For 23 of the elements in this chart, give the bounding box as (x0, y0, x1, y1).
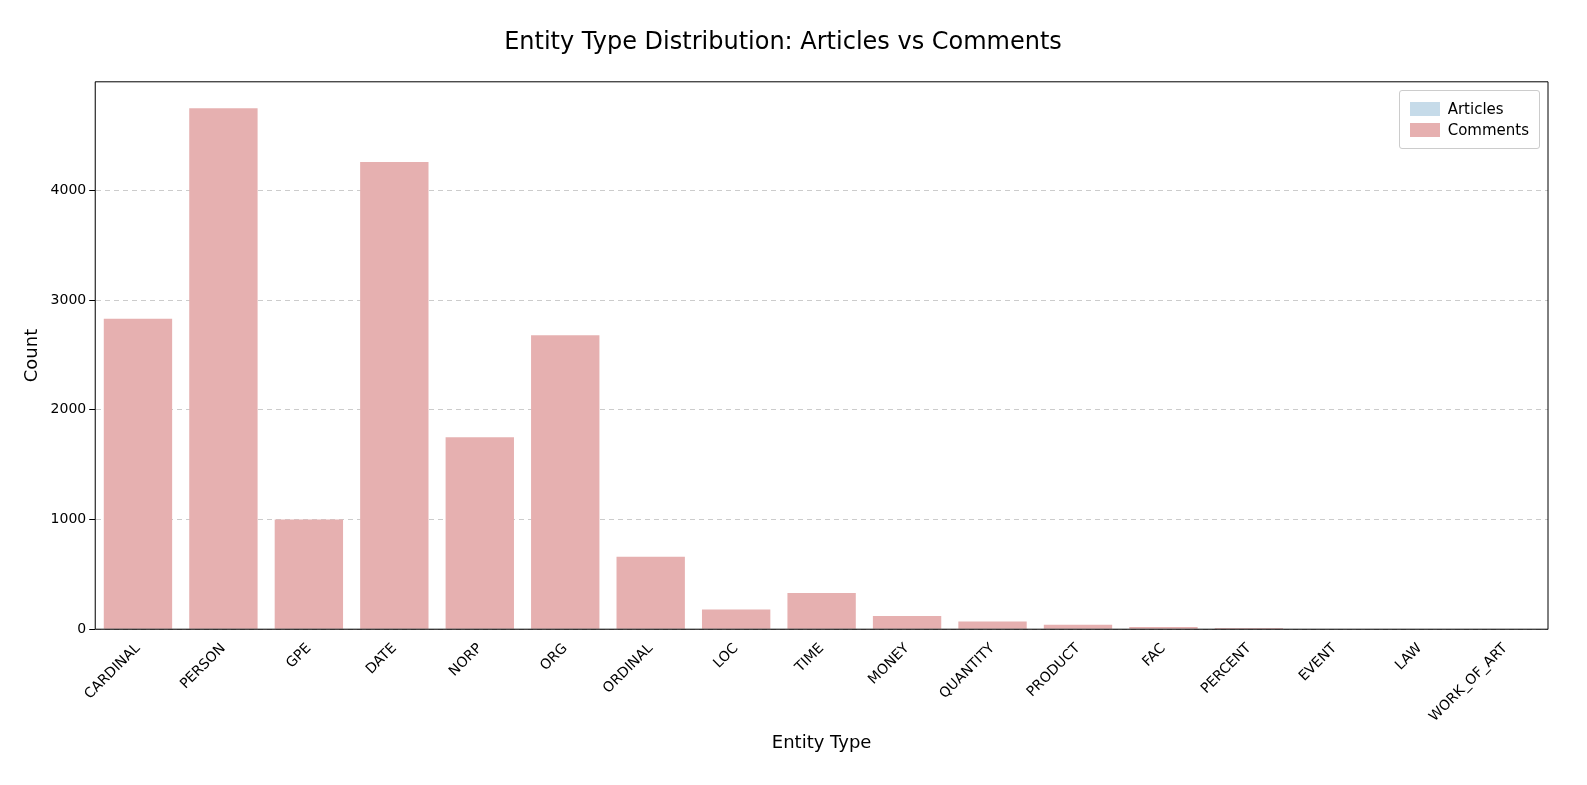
bar (787, 593, 856, 629)
bar (1043, 624, 1113, 629)
y-axis-title: Count (20, 328, 42, 383)
y-tick-label: 2000 (50, 400, 87, 417)
bar (103, 318, 173, 629)
y-tick-label: 3000 (50, 290, 87, 307)
bar (445, 437, 514, 629)
x-tick-label: FAC (1138, 639, 1169, 670)
bar (189, 108, 258, 629)
y-tick-label: 0 (77, 619, 87, 636)
bar (872, 616, 942, 629)
bar (958, 621, 1027, 629)
y-tick-label: 4000 (50, 181, 87, 198)
x-axis-title: Entity Type (771, 730, 872, 752)
legend-label: Comments (1447, 120, 1529, 139)
y-tick-label: 1000 (50, 510, 87, 527)
bar (531, 335, 600, 629)
bar (616, 556, 685, 629)
bar (274, 519, 344, 629)
bar (360, 161, 429, 629)
bar (701, 609, 771, 629)
chart-title: Entity Type Distribution: Articles vs Comments (504, 26, 1062, 55)
legend-label: Articles (1447, 99, 1504, 118)
